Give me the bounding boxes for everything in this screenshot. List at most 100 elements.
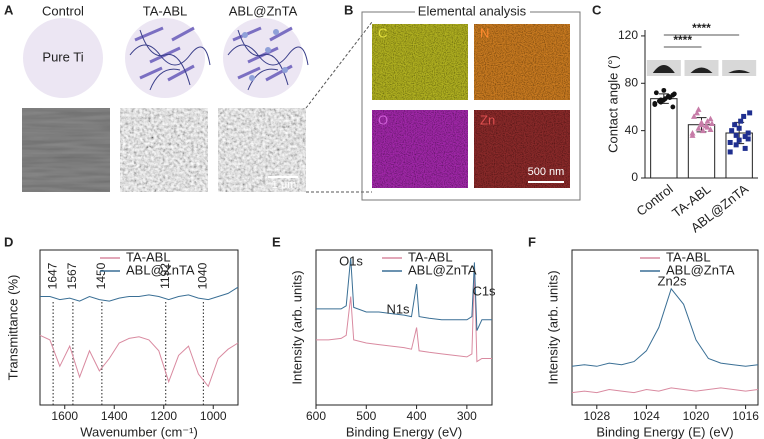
column-title: TA-ABL bbox=[143, 3, 188, 18]
droplet bbox=[652, 65, 675, 73]
peak-annotation: N1s bbox=[386, 301, 410, 316]
column-title: Control bbox=[42, 3, 84, 18]
element-label: Zn bbox=[480, 112, 495, 127]
panel-letter: D bbox=[4, 234, 13, 249]
x-tick-label: 1020 bbox=[683, 409, 710, 423]
data-point bbox=[653, 90, 659, 96]
y-axis-title: Intensity (arb. units) bbox=[289, 270, 304, 384]
panel-letter: E bbox=[272, 234, 281, 249]
legend-label: TA-ABL bbox=[126, 249, 171, 264]
data-point bbox=[732, 122, 738, 128]
x-tick-label: 600 bbox=[306, 409, 326, 423]
panel-letter: B bbox=[344, 2, 353, 17]
sem-image bbox=[120, 108, 208, 192]
significance-label: **** bbox=[692, 21, 711, 35]
panel-letter: F bbox=[528, 234, 536, 249]
plot-frame bbox=[39, 249, 239, 406]
data-point bbox=[698, 119, 705, 125]
significance-label: **** bbox=[673, 33, 692, 47]
y-axis-title: Contact angle (°) bbox=[605, 55, 620, 153]
data-point bbox=[694, 109, 700, 116]
x-tick-label: 1200 bbox=[150, 409, 177, 423]
x-axis-title: Binding Energy (E) (eV) bbox=[596, 424, 733, 439]
peak-annotation: O1s bbox=[339, 253, 363, 268]
data-point bbox=[742, 134, 748, 140]
series-line bbox=[571, 287, 759, 367]
data-point bbox=[652, 101, 658, 106]
y-tick-label: 120 bbox=[618, 28, 638, 42]
data-point bbox=[704, 124, 711, 130]
data-point bbox=[670, 104, 676, 110]
legend-label: TA-ABL bbox=[666, 249, 711, 264]
peak-label: 1192 bbox=[158, 263, 172, 289]
substrate-disc bbox=[223, 18, 303, 98]
series-line bbox=[571, 387, 759, 394]
x-axis-title: Wavenumber (cm⁻¹) bbox=[80, 424, 198, 439]
data-point bbox=[729, 128, 735, 134]
data-point bbox=[709, 120, 715, 127]
x-tick-label: 1000 bbox=[200, 409, 227, 423]
x-tick-label: Control bbox=[634, 181, 676, 219]
data-point bbox=[742, 145, 748, 151]
y-tick-label: 0 bbox=[631, 170, 638, 184]
data-point bbox=[689, 132, 696, 138]
data-point bbox=[700, 127, 706, 134]
connector bbox=[305, 21, 373, 109]
x-axis-title: Binding Energy (eV) bbox=[346, 424, 462, 439]
data-point bbox=[727, 139, 733, 145]
data-point bbox=[695, 106, 702, 112]
element-map bbox=[474, 110, 570, 188]
peak-annotation: Zn2s bbox=[658, 273, 687, 288]
data-point bbox=[733, 132, 739, 138]
element-label: N bbox=[480, 25, 489, 40]
frame-gap bbox=[415, 5, 530, 19]
legend-label: TA-ABL bbox=[408, 249, 453, 264]
peak-label: 1647 bbox=[45, 262, 59, 289]
substrate-disc bbox=[23, 18, 103, 98]
data-point bbox=[733, 142, 739, 148]
peak-label: 1450 bbox=[94, 262, 108, 289]
peak-annotation: C1s bbox=[472, 283, 496, 298]
panel-title: Elemental analysis bbox=[418, 3, 527, 18]
element-map bbox=[372, 110, 468, 188]
y-axis-title: Intensity (arb. units) bbox=[545, 270, 560, 384]
column-title: ABL@ZnTA bbox=[229, 3, 298, 18]
panel-letter: C bbox=[592, 2, 602, 17]
data-point bbox=[671, 91, 677, 97]
x-tick-label: 1400 bbox=[101, 409, 128, 423]
peak-label: 1040 bbox=[196, 262, 210, 289]
data-point bbox=[667, 95, 673, 100]
panel-letter: A bbox=[4, 2, 14, 17]
legend-label: ABL@ZnTA bbox=[126, 262, 195, 277]
y-tick-label: 80 bbox=[625, 75, 639, 89]
data-point bbox=[658, 97, 664, 103]
element-map bbox=[474, 24, 570, 100]
data-point bbox=[745, 130, 751, 136]
droplet bbox=[728, 70, 751, 73]
data-point bbox=[727, 149, 733, 155]
x-tick-label: 500 bbox=[356, 409, 376, 423]
zn-particles bbox=[242, 29, 288, 81]
data-point bbox=[738, 118, 744, 124]
x-tick-label: 1016 bbox=[732, 409, 759, 423]
x-tick-label: 300 bbox=[457, 409, 477, 423]
bar bbox=[650, 98, 678, 179]
data-point bbox=[707, 126, 714, 132]
peak-label: 1567 bbox=[65, 262, 79, 289]
legend-label: ABL@ZnTA bbox=[666, 262, 735, 277]
series-line bbox=[40, 286, 239, 302]
series-line bbox=[316, 268, 492, 363]
x-tick-label: 1024 bbox=[633, 409, 660, 423]
droplet-image bbox=[722, 60, 757, 76]
substrate-disc bbox=[125, 18, 205, 98]
element-map bbox=[372, 24, 468, 100]
droplet bbox=[690, 67, 713, 73]
data-point bbox=[747, 110, 753, 116]
y-axis-title: Transmittance (%) bbox=[5, 275, 20, 381]
element-label: C bbox=[378, 25, 387, 40]
y-tick-label: 40 bbox=[625, 123, 639, 137]
data-point bbox=[704, 118, 711, 124]
scale-label: 1 μm bbox=[272, 179, 297, 191]
plot-frame bbox=[315, 249, 493, 406]
